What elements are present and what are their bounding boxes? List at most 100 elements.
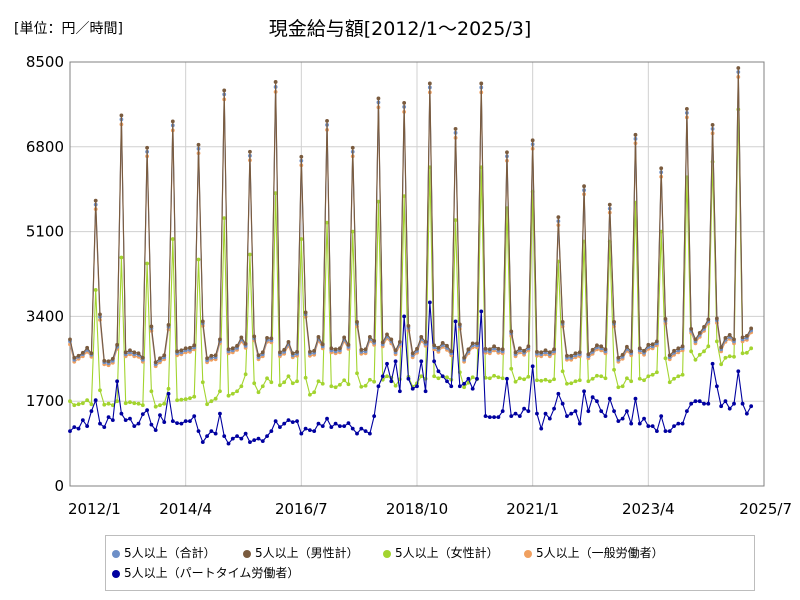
data-point	[149, 389, 154, 394]
data-point	[299, 237, 304, 241]
data-point	[462, 355, 467, 360]
legend-label: 5人以上（女性計）	[395, 546, 499, 560]
data-point	[616, 419, 621, 424]
data-point	[732, 401, 736, 406]
data-point	[543, 348, 548, 353]
data-point	[89, 402, 94, 407]
data-point	[740, 401, 745, 406]
data-point	[226, 347, 231, 352]
data-point	[577, 421, 582, 426]
data-point	[325, 416, 329, 421]
data-point	[230, 346, 235, 351]
data-point	[325, 118, 329, 123]
data-point	[462, 381, 467, 386]
data-point	[248, 440, 252, 444]
data-point	[410, 351, 415, 356]
series-line	[69, 302, 752, 445]
data-point	[492, 415, 497, 420]
data-point	[663, 316, 668, 321]
data-point	[363, 347, 368, 352]
data-point	[749, 346, 754, 351]
data-point	[517, 346, 522, 351]
data-point	[719, 404, 724, 409]
data-point	[303, 375, 308, 380]
data-point	[732, 354, 736, 359]
data-point	[200, 380, 205, 385]
data-point	[693, 399, 698, 404]
data-point	[637, 376, 642, 381]
legend-item: 5人以上（女性計）	[383, 544, 499, 562]
legend-swatch	[383, 550, 391, 558]
data-point	[337, 346, 342, 351]
data-point	[342, 424, 347, 429]
data-point	[693, 337, 698, 342]
data-point	[616, 385, 621, 390]
data-point	[316, 334, 321, 339]
data-point	[162, 420, 167, 425]
data-point	[252, 381, 257, 386]
data-point	[552, 347, 556, 352]
data-point	[582, 389, 586, 394]
data-point	[389, 337, 394, 342]
data-point	[629, 421, 634, 426]
data-point	[98, 312, 102, 317]
data-point	[98, 421, 102, 426]
data-point	[158, 356, 162, 361]
data-point	[320, 424, 325, 429]
data-point	[140, 412, 145, 417]
data-point	[222, 434, 227, 439]
data-point	[230, 436, 235, 441]
data-point	[136, 351, 141, 356]
data-point	[222, 216, 227, 221]
data-point	[402, 194, 407, 199]
data-point	[539, 426, 544, 431]
data-point	[80, 401, 85, 406]
data-point	[475, 376, 479, 381]
data-point	[440, 340, 445, 345]
data-point	[213, 431, 218, 436]
series-line	[69, 67, 752, 364]
data-point	[642, 378, 646, 383]
data-point	[569, 381, 574, 386]
data-point	[308, 392, 312, 397]
data-point	[179, 397, 184, 402]
data-point	[620, 384, 625, 389]
data-point	[509, 366, 514, 371]
data-point	[183, 346, 188, 351]
data-point	[517, 376, 522, 381]
data-point	[727, 332, 732, 337]
data-point	[376, 384, 381, 389]
data-point	[260, 350, 265, 355]
data-point	[265, 434, 269, 439]
data-point	[642, 416, 646, 421]
data-point	[350, 229, 355, 234]
data-point	[72, 425, 77, 430]
data-point	[513, 350, 518, 355]
data-point	[625, 376, 629, 381]
data-point	[290, 420, 295, 425]
data-point	[303, 310, 308, 315]
data-point	[415, 346, 419, 351]
data-point	[218, 337, 222, 342]
data-point	[637, 421, 642, 426]
data-point	[667, 353, 672, 358]
data-point	[569, 411, 574, 416]
data-point	[723, 355, 728, 360]
data-point	[560, 401, 565, 406]
data-point	[346, 382, 351, 387]
data-point	[372, 379, 377, 384]
data-point	[457, 384, 462, 389]
x-tick-label: 2012/1	[68, 500, 121, 518]
data-point	[218, 411, 222, 416]
data-point	[269, 380, 274, 385]
data-point	[449, 349, 454, 354]
data-point	[714, 339, 719, 344]
data-point	[397, 389, 402, 394]
data-point	[470, 375, 475, 380]
data-point	[299, 154, 304, 159]
data-point	[376, 96, 381, 101]
data-point	[500, 347, 505, 352]
data-point	[188, 419, 192, 424]
data-point	[325, 220, 329, 225]
data-point	[727, 406, 732, 411]
